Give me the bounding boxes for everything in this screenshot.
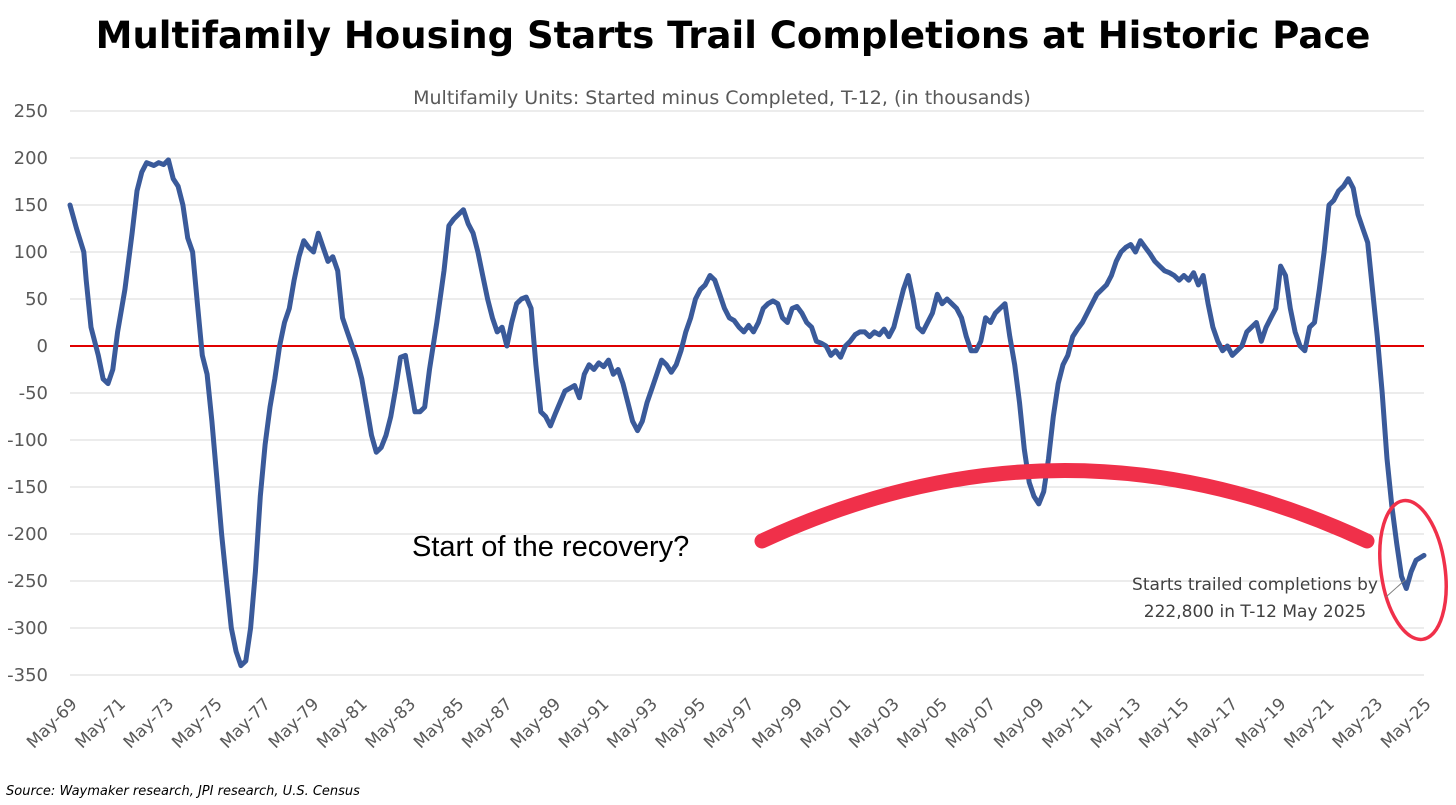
- x-tick-label: May-85: [410, 694, 468, 752]
- x-tick-label: May-73: [120, 694, 178, 752]
- chart-title: Multifamily Housing Starts Trail Complet…: [96, 14, 1371, 57]
- x-tick-label: May-97: [700, 694, 758, 752]
- x-tick-label: May-99: [749, 694, 807, 752]
- x-tick-label: May-71: [72, 694, 130, 752]
- x-tick-label: May-23: [1329, 694, 1387, 752]
- x-tick-label: May-17: [1184, 694, 1242, 752]
- x-tick-label: May-01: [797, 694, 855, 752]
- x-tick-label: May-79: [265, 694, 323, 752]
- recovery-arc: [754, 463, 1375, 549]
- x-tick-label: May-89: [507, 694, 565, 752]
- y-tick-label: -250: [7, 571, 48, 592]
- x-tick-label: May-09: [990, 694, 1048, 752]
- y-tick-label: 0: [37, 336, 48, 357]
- x-tick-label: May-93: [603, 694, 661, 752]
- x-tick-label: May-13: [1087, 694, 1145, 752]
- x-tick-label: May-05: [894, 694, 952, 752]
- x-tick-label: May-75: [168, 694, 226, 752]
- series-line: [67, 157, 1427, 669]
- y-tick-label: -350: [7, 665, 48, 686]
- source-note: Source: Waymaker research, JPI research,…: [6, 784, 360, 799]
- callout-line-2: 222,800 in T-12 May 2025: [1144, 602, 1366, 622]
- x-tick-label: May-03: [845, 694, 903, 752]
- x-tick-label: May-81: [313, 694, 371, 752]
- y-tick-label: -200: [7, 524, 48, 545]
- y-tick-label: 150: [14, 195, 48, 216]
- x-tick-label: May-87: [458, 694, 516, 752]
- y-tick-label: 50: [25, 289, 48, 310]
- y-tick-label: -50: [19, 383, 48, 404]
- x-axis-ticks: May-69May-71May-73May-75May-77May-79May-…: [23, 694, 1435, 752]
- y-tick-label: -300: [7, 618, 48, 639]
- x-tick-label: May-69: [23, 694, 81, 752]
- y-tick-label: -150: [7, 477, 48, 498]
- x-tick-label: May-19: [1232, 694, 1290, 752]
- x-tick-label: May-11: [1039, 694, 1097, 752]
- x-tick-label: May-77: [217, 694, 275, 752]
- recovery-annotation: Start of the recovery?: [412, 531, 689, 563]
- x-tick-label: May-25: [1377, 694, 1435, 752]
- x-tick-label: May-83: [362, 694, 420, 752]
- callout-leader: [1385, 579, 1406, 598]
- y-axis-ticks: 250 200 150 100 50 0 -50 -100 -150 -200 -250 -300 -3…: [7, 101, 48, 686]
- y-tick-label: 200: [14, 148, 48, 169]
- highlight-ring: [1378, 498, 1448, 642]
- y-tick-label: 100: [14, 242, 48, 263]
- x-tick-label: May-07: [942, 694, 1000, 752]
- x-tick-label: May-21: [1280, 694, 1338, 752]
- x-tick-label: May-91: [555, 694, 613, 752]
- x-tick-label: May-15: [1135, 694, 1193, 752]
- chart-subtitle: Multifamily Units: Started minus Complet…: [413, 87, 1031, 109]
- y-tick-label: 250: [14, 101, 48, 122]
- callout-line-1: Starts trailed completions by: [1132, 575, 1378, 595]
- x-tick-label: May-95: [652, 694, 710, 752]
- y-tick-label: -100: [7, 430, 48, 451]
